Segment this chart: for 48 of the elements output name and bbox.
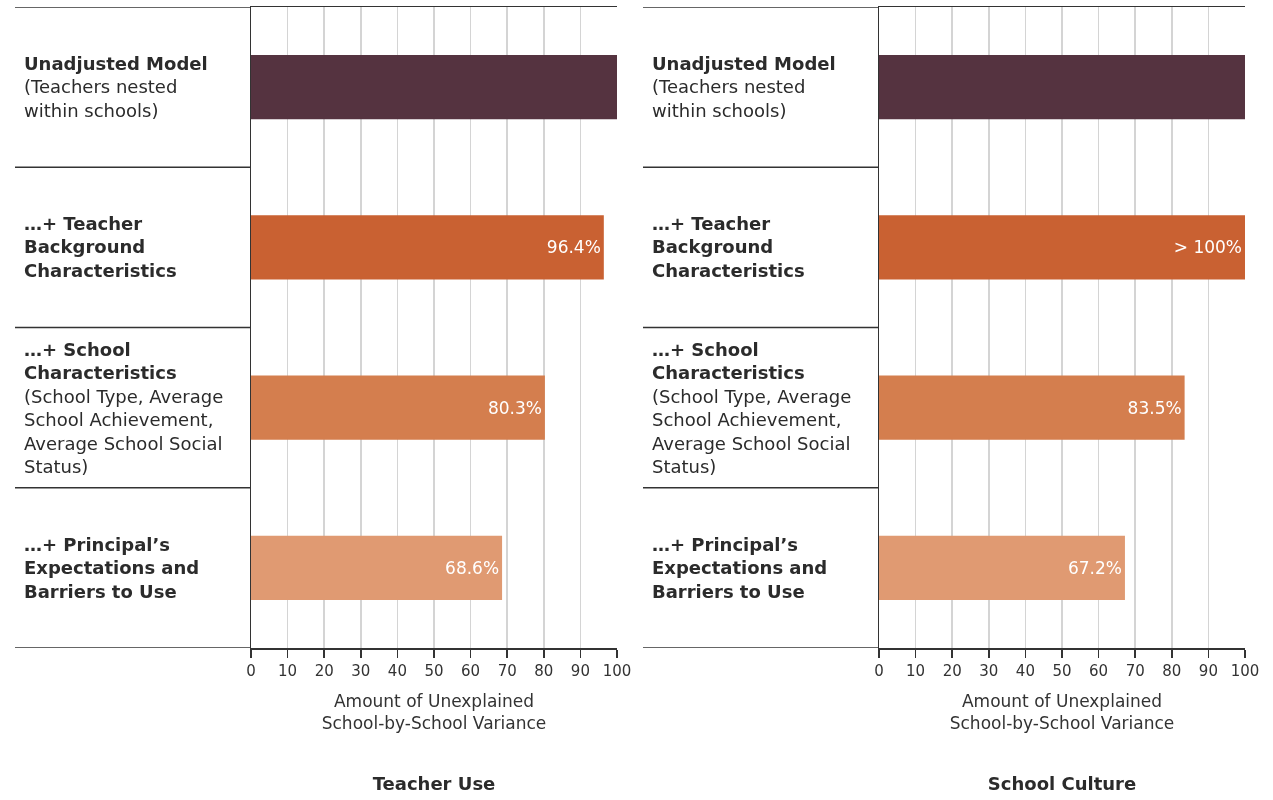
- x-tick-label: 100: [1230, 661, 1260, 680]
- x-tick-label: 40: [387, 661, 407, 680]
- y-tick-label: …+ Teacher Background Characteristics: [24, 213, 177, 281]
- bar: [251, 55, 617, 120]
- x-tick-label: 10: [906, 661, 926, 680]
- x-tick-label: 50: [1052, 661, 1072, 680]
- x-tick-label: 20: [942, 661, 962, 680]
- x-tick-label: 40: [1015, 661, 1035, 680]
- x-tick-label: 90: [1198, 661, 1218, 680]
- data-label: > 100%: [1173, 237, 1242, 258]
- x-tick-label: 70: [497, 661, 517, 680]
- y-tick-label: …+ Principal’s Expectations and Barriers to Use: [652, 534, 828, 602]
- bar: [879, 535, 1125, 600]
- text: Teacher Use: [372, 773, 496, 795]
- y-tick-label: …+ School Characteristics (School Type, Average School Achievement, Average School Social Status): [652, 339, 852, 477]
- x-tick-label: 0: [246, 661, 256, 680]
- bar: [251, 535, 503, 600]
- x-tick-label: 60: [461, 661, 481, 680]
- y-tick-label: Unadjusted Model (Teachers nested within schools): [24, 53, 208, 121]
- bar: [251, 215, 604, 280]
- data-label: 67.2%: [1067, 557, 1122, 578]
- bar: [879, 215, 1245, 280]
- x-tick-label: 100: [602, 661, 632, 680]
- bar: [879, 55, 1245, 120]
- x-axis-title: Amount of Unexplained School-by-School Variance: [949, 690, 1175, 733]
- y-tick-label: …+ Principal’s Expectations and Barriers to Use: [24, 534, 200, 602]
- x-axis-title: Amount of Unexplained School-by-School Variance: [321, 690, 547, 733]
- x-tick-label: 80: [534, 661, 554, 680]
- y-tick-label: …+ School Characteristics (School Type, Average School Achievement, Average School Social Status): [24, 339, 224, 477]
- x-tick-label: 70: [1125, 661, 1145, 680]
- x-tick-label: 30: [351, 661, 371, 680]
- x-tick-label: 60: [1089, 661, 1109, 680]
- bar: [879, 375, 1185, 440]
- data-label: 80.3%: [487, 397, 542, 418]
- y-tick-label: Unadjusted Model (Teachers nested within schools): [652, 53, 836, 121]
- data-label: 83.5%: [1127, 397, 1182, 418]
- x-tick-label: 80: [1162, 661, 1182, 680]
- data-label: 68.6%: [445, 557, 500, 578]
- bar: [251, 375, 545, 440]
- x-tick-label: 50: [424, 661, 444, 680]
- x-tick-label: 10: [278, 661, 298, 680]
- x-tick-label: 90: [570, 661, 590, 680]
- x-tick-label: 20: [314, 661, 334, 680]
- x-tick-label: 30: [979, 661, 999, 680]
- data-label: 96.4%: [546, 237, 601, 258]
- text: School Culture: [987, 773, 1137, 795]
- y-tick-label: …+ Teacher Background Characteristics: [652, 213, 805, 281]
- x-tick-label: 0: [874, 661, 884, 680]
